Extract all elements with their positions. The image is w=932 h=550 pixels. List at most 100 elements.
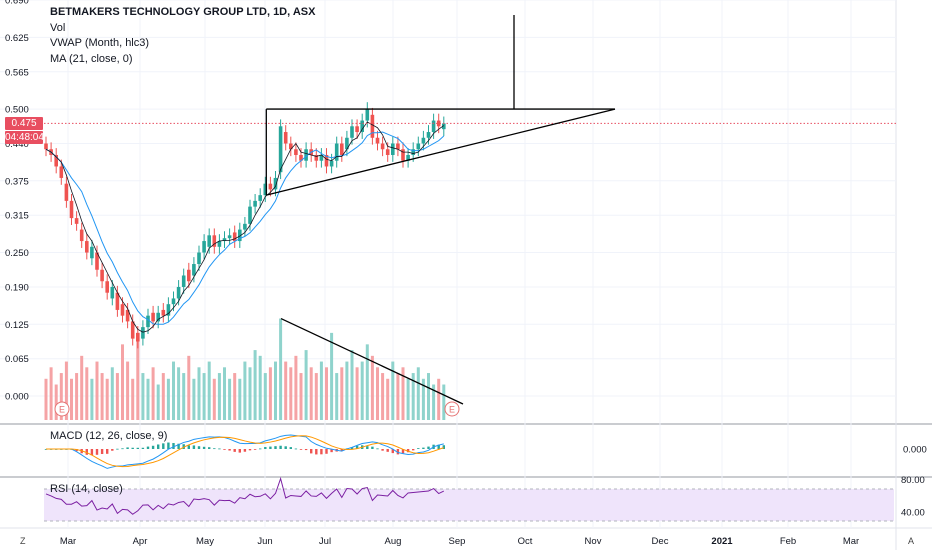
price-tick-label: 0.500 [5,105,29,116]
macd-line [46,434,444,469]
volume-bar [304,350,308,420]
candle-body [212,235,217,247]
candle-body [44,143,48,150]
volume-bar [416,367,420,420]
legend-vwap[interactable]: VWAP (Month, hlc3) [50,37,150,49]
candle-body [156,312,160,322]
volume-bar [396,373,400,420]
volume-bar [80,355,84,420]
candle-body [197,252,201,265]
candle-body [380,143,385,150]
volume-bar [253,350,257,420]
timezone-corner[interactable]: Z [20,536,26,546]
macd-histogram-bar [177,443,180,449]
price-tick-label: 0.375 [5,176,29,187]
x-tick-label: Oct [518,536,533,547]
volume-bar [90,378,94,420]
volume-bar [442,384,446,420]
macd-histogram-bar [437,444,440,449]
macd-histogram-bar [289,447,292,449]
macd-histogram-bar [412,449,415,451]
candle-body [243,223,247,230]
volume-bar [406,378,410,420]
volume-bar [54,384,58,420]
volume-bar [381,373,385,420]
volume-bar [228,378,232,420]
macd-histogram-bar [325,449,328,454]
candle-body [365,109,370,121]
volume-bar [121,344,124,420]
price-tick-label: 0.440 [5,139,29,150]
candle-body [304,149,308,161]
macd-histogram-bar [264,447,267,449]
volume-bar [330,332,334,420]
candle-body [329,160,334,167]
volume-bar [126,361,130,420]
volume-bar [401,367,405,420]
price-tick-label: 0.565 [5,67,29,78]
macd-histogram-bar [162,443,165,449]
candle-body [370,114,375,138]
candle-body [146,315,150,328]
x-tick-label: Nov [585,536,602,547]
macd-histogram-bar [151,445,155,449]
candle-body [391,143,395,155]
x-tick-label: Apr [133,536,148,547]
macd-histogram-bar [376,448,379,450]
volume-bar [319,361,323,420]
macd-label[interactable]: MACD (12, 26, close, 9) [50,430,168,442]
x-tick-label: Sep [449,536,466,547]
volume-layer [44,318,446,420]
macd-histogram-bar [157,444,160,449]
earnings-marker-icon [54,401,70,417]
volume-bar [432,384,436,420]
price-tick-label: 0.690 [5,0,29,7]
candle-body [85,241,89,253]
x-tick-label: May [196,536,214,547]
legend-ma[interactable]: MA (21, close, 0) [50,52,133,65]
volume-bar [64,361,68,420]
chart-legend: BETMAKERS TECHNOLOGY GROUP LTD, 1D, ASX … [50,5,315,67]
volume-bar [355,367,359,420]
candle-body [314,154,319,161]
volume-bar [187,355,191,420]
candle-body [375,137,380,144]
volume-bar [238,378,242,420]
earnings-marker-label: E [449,405,455,415]
candle-body [227,235,232,239]
candle-body [90,246,94,259]
volume-bar [263,373,267,420]
macd-histogram-bar [248,449,252,451]
rsi-label[interactable]: RSI (14, close) [50,483,123,495]
legend-title[interactable]: BETMAKERS TECHNOLOGY GROUP LTD, 1D, ASX [50,6,316,18]
volume-bar [294,355,298,420]
volume-bar [197,367,201,420]
candle-body [222,238,227,242]
x-tick-label: Feb [780,536,796,547]
volume-bar [177,367,181,420]
volume-bar [85,367,89,420]
candle-body [278,126,283,173]
volume-bar [141,373,145,420]
candle-body [416,143,421,150]
volume-bar [345,361,349,420]
auto-scale-button[interactable]: A [908,536,915,546]
volume-bar [100,373,104,420]
macd-histogram-bar [116,448,119,450]
volume-bar [335,373,339,420]
candle-body [69,200,74,219]
macd-histogram-bar [90,449,94,456]
macd-histogram-bar [146,446,150,449]
volume-bar [248,367,252,420]
macd-histogram-bar [396,449,400,455]
legend-vol[interactable]: Vol [50,21,66,34]
candle-body [181,275,186,287]
volume-trendline [280,317,464,405]
candle-body [110,286,115,299]
macd-histogram-bar [121,448,124,450]
last-price-badge: 0.475 [5,117,43,130]
volume-bar [146,378,150,420]
macd-histogram-bar [167,442,170,449]
